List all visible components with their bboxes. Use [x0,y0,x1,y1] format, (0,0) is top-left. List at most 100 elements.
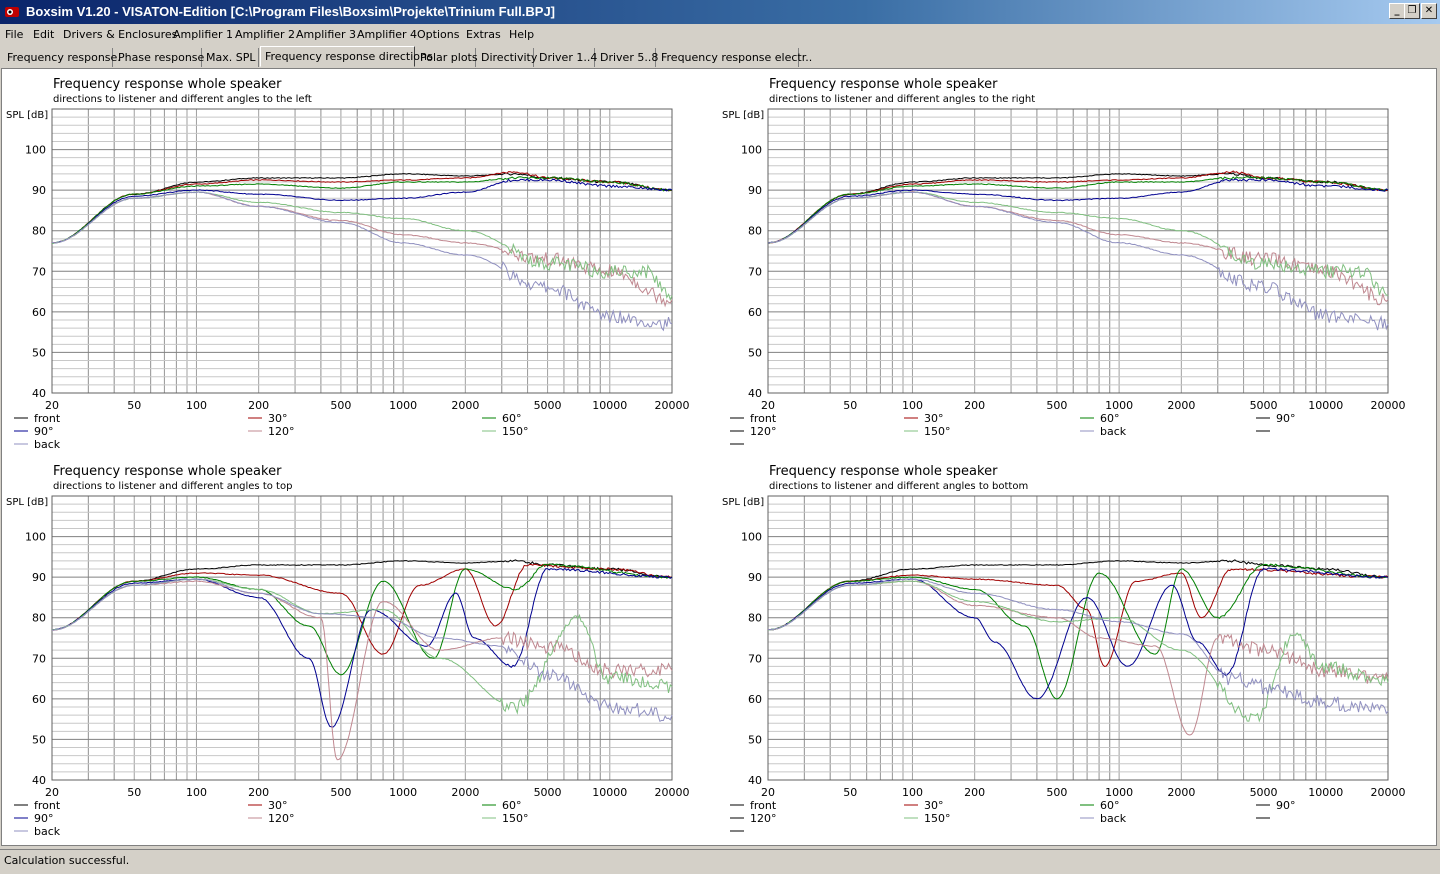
y-tick-label: 70 [748,265,762,278]
x-tick-label: 1000 [389,786,417,799]
legend-label: front [34,799,61,812]
y-tick-label: 40 [748,387,762,400]
y-tick-label: 50 [748,733,762,746]
y-tick-label: 60 [32,693,46,706]
tab-phase-response[interactable]: Phase response [114,48,204,67]
y-tick-label: 60 [748,693,762,706]
series-line-back [51,191,673,332]
chart-title: Frequency response whole speaker [769,464,998,479]
series-line-150deg [767,191,1389,297]
y-tick-label: 90 [748,184,762,197]
restore-button[interactable]: ❐ [1404,3,1420,19]
menu-help[interactable]: Help [509,28,535,41]
x-tick-label: 20 [761,399,775,412]
chart-panel: Frequency response whole speaker directio… [6,77,690,451]
x-tick-label: 5000 [534,399,562,412]
series-line-150deg [51,578,673,715]
x-tick-label: 100 [902,399,923,412]
legend-label: 30° [924,412,944,425]
x-tick-label: 10000 [592,399,627,412]
y-tick-label: 80 [748,225,762,238]
chart-subtitle: directions to listener and different ang… [53,481,292,492]
y-tick-label: 100 [741,144,762,157]
chart-panel: Frequency response whole speaker directio… [6,464,690,838]
y-axis-label: SPL [dB] [6,110,48,121]
series-line-back [767,191,1389,331]
series-line-90deg [767,567,1388,700]
tab-polar-plots[interactable]: Polar plots [416,48,478,67]
legend-label: 30° [268,412,288,425]
x-tick-label: 1000 [1105,786,1133,799]
x-tick-label: 5000 [1250,399,1278,412]
legend-label: 120° [268,812,295,825]
x-tick-label: 20000 [1371,399,1406,412]
tab-max-spl[interactable]: Max. SPL [202,48,259,67]
y-axis-label: SPL [dB] [722,110,764,121]
legend-label: back [1100,425,1127,438]
legend-label: 150° [924,812,951,825]
menu-edit[interactable]: Edit [33,28,55,41]
x-tick-label: 20000 [1371,786,1406,799]
status-text: Calculation successful. [4,854,130,867]
x-tick-label: 20000 [655,399,690,412]
x-tick-label: 20 [45,399,59,412]
legend-label: front [750,799,777,812]
minimize-button[interactable]: _ [1389,3,1405,19]
x-tick-label: 5000 [1250,786,1278,799]
y-tick-label: 100 [25,531,46,544]
x-tick-label: 50 [843,399,857,412]
x-tick-label: 2000 [1167,399,1195,412]
tab-driver-5-8[interactable]: Driver 5..8 [596,48,658,67]
menu-amplifier-3[interactable]: Amplifier 3 [296,28,357,41]
tab-frequency-response-electr-[interactable]: Frequency response electr.. [657,48,812,67]
y-tick-label: 50 [748,346,762,359]
chart-panel: Frequency response whole speaker directio… [722,77,1406,445]
x-tick-label: 50 [127,399,141,412]
menu-extras[interactable]: Extras [466,28,501,41]
legend-label: back [34,825,61,838]
series-line-60deg [767,563,1388,700]
menu-drivers-enclosures[interactable]: Drivers & Enclosures [63,28,178,41]
legend-label: 60° [502,412,522,425]
chart-panel: Frequency response whole speaker directio… [722,464,1406,832]
close-button[interactable]: ✕ [1421,3,1437,19]
charts-area: Frequency response whole speaker directio… [6,77,1406,838]
chart-subtitle: directions to listener and different ang… [53,94,312,105]
legend-label: 60° [1100,799,1120,812]
series-line-150deg [51,191,673,302]
chart-title: Frequency response whole speaker [53,77,282,92]
y-tick-label: 50 [32,346,46,359]
x-tick-label: 10000 [1308,786,1343,799]
series-line-120deg [51,191,673,308]
series-line-front [51,172,673,244]
tab-frequency-response-[interactable]: Frequency response. [3,48,121,67]
x-tick-label: 200 [248,399,269,412]
chart-title: Frequency response whole speaker [53,464,282,479]
y-tick-label: 50 [32,733,46,746]
x-tick-label: 500 [1046,786,1067,799]
plot-frame [51,495,673,781]
menu-options[interactable]: Options [417,28,460,41]
legend-label: 30° [268,799,288,812]
y-tick-label: 40 [32,387,46,400]
tab-frequency-response-directions[interactable]: Frequency response directions [260,46,433,67]
legend-label: 120° [750,812,777,825]
legend-label: 90° [1276,412,1296,425]
tab-driver-1-4[interactable]: Driver 1..4 [535,48,597,67]
x-tick-label: 200 [964,786,985,799]
x-tick-label: 200 [964,399,985,412]
legend-label: 120° [750,425,777,438]
legend-label: 120° [268,425,295,438]
x-tick-label: 20000 [655,786,690,799]
menu-amplifier-4[interactable]: Amplifier 4 [357,28,418,41]
x-tick-label: 20 [45,786,59,799]
tab-row: Frequency response. Phase response Max. SP… [0,46,1440,68]
legend-label: 90° [34,425,54,438]
tab-directivity[interactable]: Directivity [477,48,537,67]
series-line-60deg [51,176,673,244]
menu-amplifier-2[interactable]: Amplifier 2 [235,28,296,41]
menu-file[interactable]: File [5,28,24,41]
title-bar: Boxsim V1.20 - VISATON-Edition [C:\Progr… [0,0,1440,24]
menu-amplifier-1[interactable]: Amplifier 1 [173,28,234,41]
